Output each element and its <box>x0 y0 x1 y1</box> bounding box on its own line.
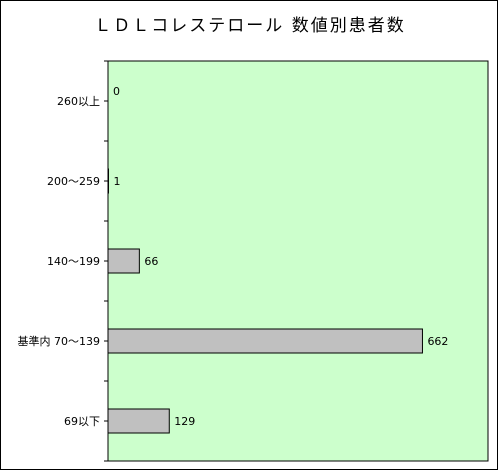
category-labels: 260以上 200～259 140～199 基準内 70～139 69以下 <box>18 95 101 428</box>
data-label: 129 <box>174 415 195 428</box>
data-label: 662 <box>427 335 448 348</box>
chart-title: ＬＤＬコレステロール 数値別患者数 <box>94 16 405 36</box>
y-axis-ticks <box>104 60 108 462</box>
category-label: 69以下 <box>64 415 100 428</box>
category-label: 基準内 70～139 <box>18 334 101 348</box>
bar-group <box>107 168 423 434</box>
data-label: 1 <box>113 175 120 188</box>
bar-2 <box>107 248 140 274</box>
data-label: 66 <box>144 255 158 268</box>
bar-3 <box>107 328 423 354</box>
category-label: 260以上 <box>57 95 100 108</box>
bar-4 <box>107 408 170 434</box>
plot-area <box>107 60 489 462</box>
category-label: 140～199 <box>47 255 100 268</box>
data-label: 0 <box>113 85 120 98</box>
data-labels: 0 1 66 662 129 <box>113 85 448 428</box>
category-label: 200～259 <box>47 175 100 188</box>
